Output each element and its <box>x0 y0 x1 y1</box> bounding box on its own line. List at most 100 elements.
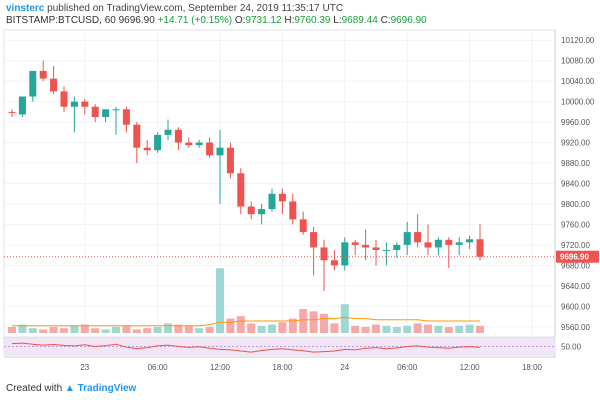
volume-bar <box>351 325 360 333</box>
price-tick-label: 9720.00 <box>561 241 590 250</box>
volume-bar <box>112 327 120 333</box>
candle-body <box>476 239 484 257</box>
candle-body <box>50 78 58 92</box>
volume-bar <box>247 323 256 333</box>
volume-ma-polyline <box>12 316 480 327</box>
time-tick-label: 12:00 <box>210 363 231 372</box>
candle-body <box>247 206 255 215</box>
volume-bar <box>195 328 204 333</box>
price-tick-label: 9680.00 <box>561 261 590 270</box>
volume-bar <box>70 325 79 333</box>
candle-body <box>81 101 89 107</box>
candle-body <box>60 91 68 107</box>
candle-body <box>320 247 328 261</box>
volume-bar <box>424 324 432 333</box>
price-tick-label: 10040.00 <box>561 77 595 86</box>
high-label: H: <box>284 15 295 26</box>
last-price-tag: 9696.90 <box>4 250 599 263</box>
candle-body <box>18 96 26 115</box>
volume-bar <box>122 325 131 333</box>
volume-bar <box>174 324 183 333</box>
time-tick-label: 06:00 <box>397 363 418 372</box>
volume-bar <box>476 325 484 333</box>
grid <box>3 29 556 355</box>
candle-body <box>445 239 453 245</box>
price-tick-label: 10120.00 <box>561 36 595 45</box>
low-label: L: <box>333 15 342 26</box>
volume-bar <box>382 325 391 333</box>
price-tick-label: 9840.00 <box>561 180 590 189</box>
volume-bar <box>434 325 443 333</box>
candle-body <box>226 147 234 174</box>
price-tick-label: 9880.00 <box>561 159 590 168</box>
candle-body <box>133 124 141 148</box>
footer: Created with ▲ TradingView <box>6 383 136 394</box>
publisher-line: vinsterc published on TradingView.com, S… <box>6 3 343 14</box>
time-axis[interactable]: 23 06:00 12:00 18:00 24 06:00 12:00 18:00 <box>4 356 555 372</box>
candle-body <box>91 106 99 117</box>
candle-body <box>8 111 16 113</box>
volume-bar <box>60 328 68 333</box>
volume-bar <box>216 268 224 333</box>
candle-body <box>206 142 214 156</box>
volume-bar <box>268 324 276 333</box>
last-price: 9696.90 <box>118 15 155 26</box>
candle-body <box>424 242 432 248</box>
candle-body <box>102 109 110 117</box>
volume-ma-line <box>12 316 480 327</box>
candle-body <box>403 232 411 245</box>
candle-body <box>237 173 245 207</box>
candle-body <box>414 232 422 243</box>
candle-body <box>434 239 442 248</box>
volume-bar <box>132 329 141 333</box>
volume-bar <box>28 328 37 333</box>
publisher-name[interactable]: vinsterc <box>6 3 45 14</box>
candle-body <box>330 260 338 266</box>
candle-body <box>299 219 307 233</box>
candle-body <box>382 250 390 252</box>
tradingview-brand[interactable]: TradingView <box>77 383 137 394</box>
volume-bar <box>205 327 214 333</box>
volume-bar <box>372 324 380 333</box>
candles <box>8 60 484 291</box>
volume-bar <box>444 327 453 333</box>
candle-body <box>216 147 224 156</box>
last-price-tag-box <box>556 250 599 263</box>
price-tick-label: 9800.00 <box>561 200 590 209</box>
volume-bar <box>361 327 370 333</box>
last-price-tag-label: 9696.90 <box>560 253 589 262</box>
candle-body <box>195 142 203 146</box>
candle-body <box>268 193 276 210</box>
tradingview-logo-icon: ▲ <box>64 383 75 394</box>
price-tick-label: 10080.00 <box>561 57 595 66</box>
volume-bar <box>299 309 308 333</box>
candle-body <box>393 244 401 251</box>
time-tick-label: 18:00 <box>522 363 543 372</box>
time-tick-label: 23 <box>80 363 89 372</box>
published-text: published on TradingView.com, September … <box>47 3 344 14</box>
volume-bar <box>257 325 266 333</box>
candle-body <box>351 242 359 245</box>
price-tick-label: 9960.00 <box>561 118 590 127</box>
volume-bar <box>278 322 287 333</box>
open-value: 9731.12 <box>245 15 282 26</box>
candle-body <box>278 193 286 202</box>
candle-body <box>289 201 297 220</box>
volume-bar <box>236 316 245 333</box>
volume-bar <box>164 323 172 333</box>
candle-body <box>164 129 172 135</box>
price-tick-label: 10000.00 <box>561 98 595 107</box>
candle-body <box>258 209 266 215</box>
price-axis[interactable]: 10120.00 10080.00 10040.00 10000.00 9960.00 9… <box>554 30 595 357</box>
volume-bar <box>49 327 58 333</box>
symbol-label: BITSTAMP:BTCUSD, 60 <box>6 15 116 26</box>
created-with-text: Created with <box>6 383 63 394</box>
ohlc-legend: BITSTAMP:BTCUSD, 60 9696.90 +14.71 (+0.1… <box>6 15 427 26</box>
candle-body <box>341 242 349 266</box>
volume-bar <box>226 318 235 333</box>
volume-bar <box>8 327 16 333</box>
low-value: 9689.44 <box>341 15 378 26</box>
volume-bar <box>320 313 328 333</box>
oscillator-line <box>11 342 481 353</box>
